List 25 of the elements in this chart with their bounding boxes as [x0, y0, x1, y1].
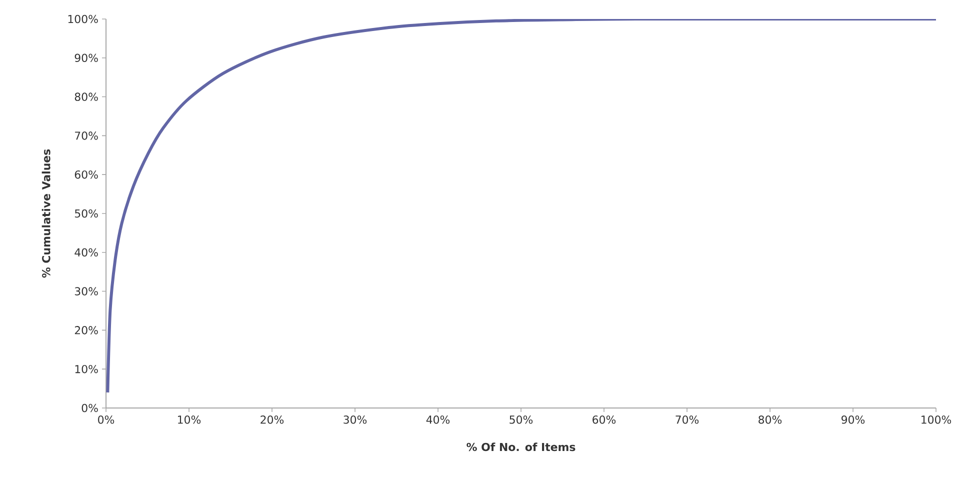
y-axis-title: % Cumulative Values: [42, 149, 50, 278]
x-tick-label: 70%: [676, 416, 699, 424]
y-tick-label: 40%: [74, 248, 98, 257]
x-axis-title: % Of No. of Items: [466, 442, 576, 452]
x-tick-label: 50%: [510, 416, 533, 424]
y-tick-label: 70%: [75, 132, 98, 140]
x-tick-label: 90%: [842, 416, 865, 424]
x-tick-label: 0%: [98, 416, 114, 424]
x-tick-label: 20%: [260, 416, 284, 424]
line-series: [106, 18, 936, 394]
x-tick-label: 40%: [426, 416, 450, 424]
y-tick-label: 60%: [74, 170, 98, 179]
y-tick-label: 30%: [74, 287, 98, 296]
y-tick-label: 90%: [74, 54, 98, 62]
x-tick-label: 30%: [344, 416, 367, 424]
y-tick-label: 20%: [74, 326, 98, 334]
y-tick-label: 80%: [74, 92, 98, 101]
y-tick-label: 10%: [75, 364, 98, 374]
x-tick-label: 60%: [592, 416, 616, 424]
x-tick-label: 100%: [922, 416, 952, 424]
y-tick-label: 0%: [82, 404, 98, 412]
y-tick-label: 50%: [74, 209, 98, 218]
x-tick-label: 80%: [758, 416, 782, 424]
x-tick-label: 10%: [178, 416, 201, 424]
y-tick-label: 100%: [68, 14, 98, 24]
